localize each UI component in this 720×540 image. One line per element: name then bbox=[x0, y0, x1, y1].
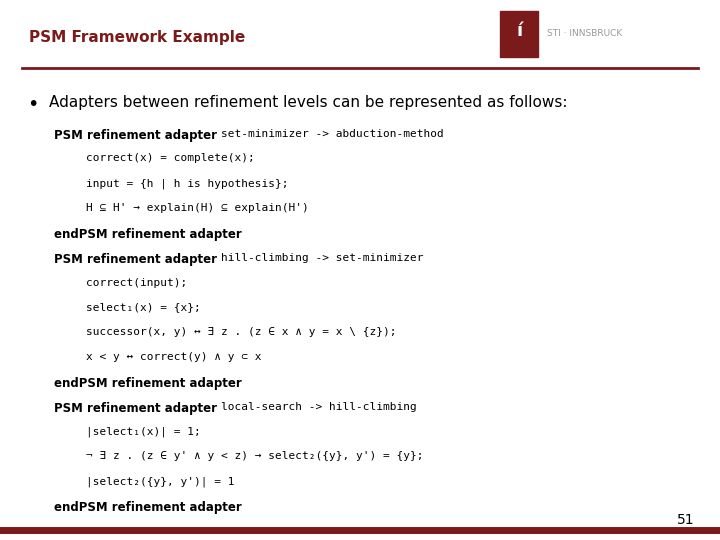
Text: local-search -> hill-climbing: local-search -> hill-climbing bbox=[221, 402, 417, 412]
Text: H ⊆ H' → explain(H) ⊆ explain(H'): H ⊆ H' → explain(H) ⊆ explain(H') bbox=[86, 203, 309, 213]
Text: ¬ ∃ z . (z ∈ y' ∧ y < z) → select₂({y}, y') = {y};: ¬ ∃ z . (z ∈ y' ∧ y < z) → select₂({y}, … bbox=[86, 451, 424, 462]
Text: set-minimizer -> abduction-method: set-minimizer -> abduction-method bbox=[221, 129, 444, 139]
Text: STI · INNSBRUCK: STI · INNSBRUCK bbox=[547, 29, 623, 38]
Text: |select₂({y}, y')| = 1: |select₂({y}, y')| = 1 bbox=[86, 476, 235, 487]
Text: 51: 51 bbox=[678, 512, 695, 526]
Text: hill-climbing -> set-minimizer: hill-climbing -> set-minimizer bbox=[221, 253, 423, 263]
FancyBboxPatch shape bbox=[500, 11, 538, 57]
Text: correct(input);: correct(input); bbox=[86, 278, 188, 288]
Text: •: • bbox=[27, 94, 39, 113]
Text: x < y ↔ correct(y) ∧ y ⊂ x: x < y ↔ correct(y) ∧ y ⊂ x bbox=[86, 352, 262, 362]
Text: endPSM refinement adapter: endPSM refinement adapter bbox=[54, 501, 242, 514]
Text: input = {h | h is hypothesis};: input = {h | h is hypothesis}; bbox=[86, 178, 289, 188]
Text: endPSM refinement adapter: endPSM refinement adapter bbox=[54, 377, 242, 390]
Text: PSM refinement adapter: PSM refinement adapter bbox=[54, 129, 221, 141]
Text: successor(x, y) ↔ ∃ z . (z ∈ x ∧ y = x \ {z});: successor(x, y) ↔ ∃ z . (z ∈ x ∧ y = x \… bbox=[86, 327, 397, 338]
Text: select₁(x) = {x};: select₁(x) = {x}; bbox=[86, 302, 201, 313]
Text: PSM refinement adapter: PSM refinement adapter bbox=[54, 402, 221, 415]
Text: PSM refinement adapter: PSM refinement adapter bbox=[54, 253, 221, 266]
Text: |select₁(x)| = 1;: |select₁(x)| = 1; bbox=[86, 427, 201, 437]
Text: í: í bbox=[516, 22, 522, 40]
Text: Adapters between refinement levels can be represented as follows:: Adapters between refinement levels can b… bbox=[49, 94, 567, 110]
Text: PSM Framework Example: PSM Framework Example bbox=[29, 30, 245, 45]
Text: endPSM refinement adapter: endPSM refinement adapter bbox=[54, 228, 242, 241]
Text: correct(x) = complete(x);: correct(x) = complete(x); bbox=[86, 153, 255, 164]
